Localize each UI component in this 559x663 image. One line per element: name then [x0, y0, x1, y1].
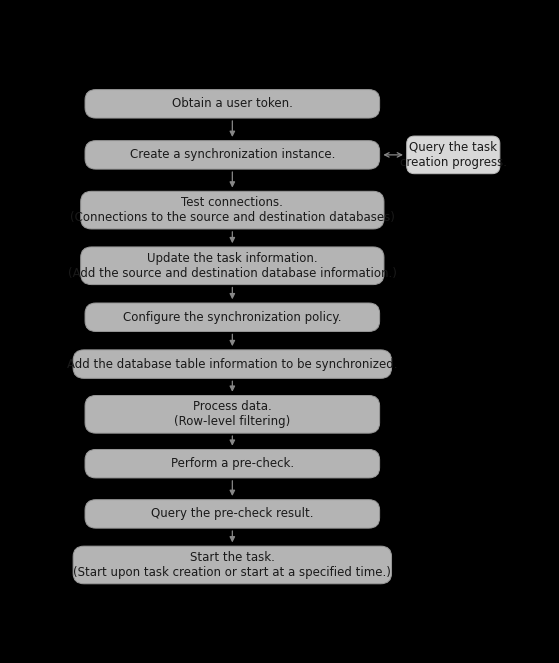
Text: Update the task information.
(Add the source and destination database informatio: Update the task information. (Add the so…: [68, 252, 397, 280]
Text: Create a synchronization instance.: Create a synchronization instance.: [130, 149, 335, 161]
Text: Add the database table information to be synchronized.: Add the database table information to be…: [67, 357, 397, 371]
FancyBboxPatch shape: [85, 303, 380, 332]
Text: Process data.
(Row-level filtering): Process data. (Row-level filtering): [174, 400, 291, 428]
FancyBboxPatch shape: [73, 546, 391, 584]
Text: Perform a pre-check.: Perform a pre-check.: [170, 457, 294, 470]
Text: Query the task
creation progress.: Query the task creation progress.: [400, 141, 507, 169]
FancyBboxPatch shape: [85, 500, 380, 528]
Text: Test connections.
(Connections to the source and destination databases): Test connections. (Connections to the so…: [70, 196, 395, 224]
FancyBboxPatch shape: [85, 141, 380, 169]
Text: Configure the synchronization policy.: Configure the synchronization policy.: [123, 311, 342, 324]
FancyBboxPatch shape: [80, 192, 384, 229]
FancyBboxPatch shape: [85, 396, 380, 433]
Text: Obtain a user token.: Obtain a user token.: [172, 97, 293, 110]
FancyBboxPatch shape: [80, 247, 384, 284]
FancyBboxPatch shape: [407, 136, 500, 174]
FancyBboxPatch shape: [85, 90, 380, 118]
Text: Query the pre-check result.: Query the pre-check result.: [151, 507, 314, 520]
FancyBboxPatch shape: [73, 350, 391, 379]
FancyBboxPatch shape: [85, 450, 380, 478]
Text: Start the task.
(Start upon task creation or start at a specified time.): Start the task. (Start upon task creatio…: [73, 551, 391, 579]
